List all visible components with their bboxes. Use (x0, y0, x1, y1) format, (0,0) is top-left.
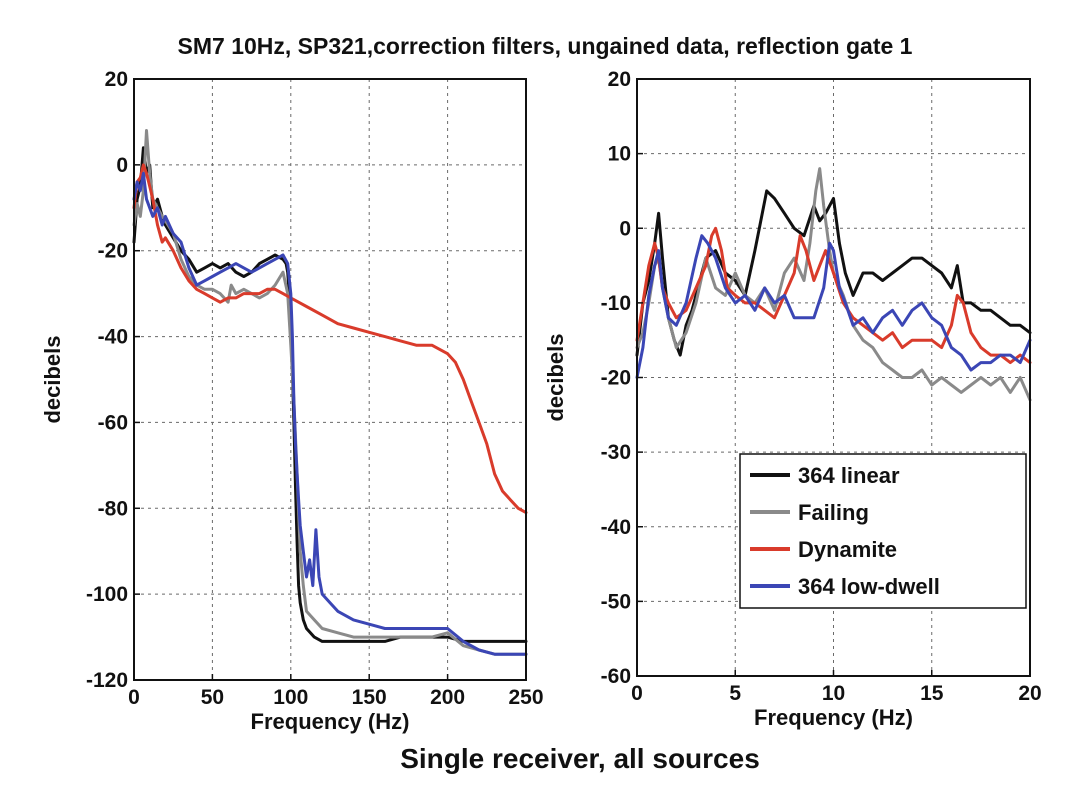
l-series-364-low-dwell (132, 171, 528, 656)
r-x-tick-label-10: 10 (822, 682, 845, 705)
l-x-tick-label-50: 50 (201, 686, 224, 709)
l-x-tick-label-0: 0 (128, 686, 140, 709)
figure-caption: Single receiver, all sources (400, 743, 760, 774)
legend-label-failing: Failing (798, 500, 869, 525)
l-x-tick-label-150: 150 (352, 686, 387, 709)
r-y-tick-label-50: -50 (601, 590, 631, 613)
right-x-axis-label: Frequency (Hz) (754, 705, 913, 730)
l-x-tick-label-250: 250 (508, 686, 543, 709)
legend-label-364-linear: 364 linear (798, 463, 900, 488)
l-y-tick-label-100: -100 (86, 583, 128, 606)
l-x-tick-label-100: 100 (273, 686, 308, 709)
r-y-tick-label-20: 20 (608, 68, 631, 91)
r-y-tick-label-30: -30 (601, 441, 631, 464)
r-series-failing (635, 167, 1032, 402)
legend-box (739, 453, 1027, 609)
l-x-tick-label-200: 200 (430, 686, 465, 709)
r-y-tick-label-20: -20 (601, 367, 631, 390)
left-x-axis-label: Frequency (Hz) (251, 709, 410, 734)
legend-label-dynamite: Dynamite (798, 537, 897, 562)
l-y-tick-label-40: -40 (98, 326, 128, 349)
l-y-tick-label-80: -80 (98, 497, 128, 520)
legend-label-364-low-dwell: 364 low-dwell (798, 574, 940, 599)
r-series-dynamite (635, 226, 1032, 365)
l-y-tick-label-60: -60 (98, 411, 128, 434)
right-chart-series (635, 167, 1032, 402)
left-y-axis-label: decibels (40, 335, 65, 423)
right-chart-panel: 0 5 10 15 20 20 10 0 -10 -20 -30 -40 -50 -60 Frequenc… (543, 68, 1042, 730)
r-y-tick-label-40: -40 (601, 516, 631, 539)
l-y-tick-label-20: 20 (105, 68, 128, 91)
r-x-tick-label-5: 5 (729, 682, 741, 705)
l-y-tick-label-0: 0 (116, 154, 128, 177)
r-x-tick-label-15: 15 (920, 682, 944, 705)
r-y-tick-label-0: 0 (619, 217, 631, 240)
r-y-tick-label-60: -60 (601, 665, 631, 688)
left-chart-grid (134, 79, 526, 680)
r-series-364-linear (635, 189, 1032, 357)
r-x-tick-label-0: 0 (631, 682, 643, 705)
r-y-tick-label-10: 10 (608, 143, 631, 166)
left-chart-frame (133, 78, 527, 681)
left-chart-series (132, 129, 528, 656)
r-x-tick-label-20: 20 (1018, 682, 1041, 705)
figure-title: SM7 10Hz, SP321,correction filters, unga… (178, 33, 913, 59)
l-y-tick-label-120: -120 (86, 669, 128, 692)
legend: 364 linear Failing Dynamite 364 low-dwell (739, 453, 1027, 609)
l-series-dynamite (132, 163, 528, 515)
right-chart-ticks: 0 5 10 15 20 20 10 0 -10 -20 -30 -40 -50 -60 (601, 68, 1042, 705)
r-y-tick-label-10: -10 (601, 292, 631, 315)
r-series-364-low-dwell (635, 234, 1032, 379)
right-y-axis-label: decibels (543, 333, 568, 421)
l-y-tick-label-20: -20 (98, 240, 128, 263)
